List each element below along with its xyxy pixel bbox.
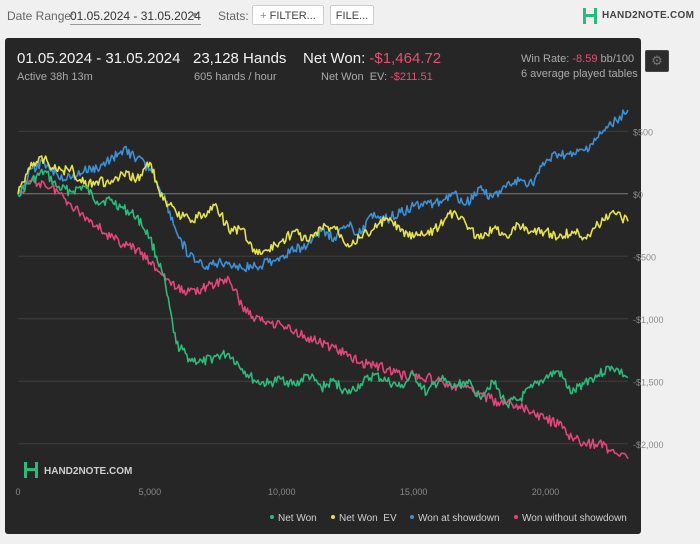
y-tick-label: -$1,500: [633, 377, 664, 387]
net-won-ev: Net Won EV: -$211.51: [321, 71, 433, 83]
series-line: [17, 168, 629, 409]
summary-hands: 23,128 Hands: [193, 50, 287, 67]
summary-active-time: Active 38h 13m: [17, 71, 93, 83]
x-tick-label: 0: [15, 487, 20, 497]
net-won-value: -$1,464.72: [369, 50, 442, 67]
plus-icon: +: [260, 10, 270, 22]
date-range-selector[interactable]: 01.05.2024 - 31.05.2024: [70, 9, 201, 25]
gridlines: [18, 130, 628, 445]
legend-label[interactable]: Net Won: [278, 513, 317, 524]
date-range-label: Date Range:: [7, 9, 75, 23]
x-tick-label: 15,000: [400, 487, 428, 497]
chevron-down-icon[interactable]: ▼: [190, 10, 199, 20]
legend-marker: [410, 515, 414, 519]
y-tick-label: $500: [633, 127, 653, 137]
filter-button[interactable]: + FILTER...: [252, 5, 324, 25]
file-button-label: FILE...: [335, 10, 369, 22]
summary-date-range: 01.05.2024 - 31.05.2024: [17, 50, 181, 67]
series-line: [17, 109, 629, 273]
win-rate: Win Rate: -8.59 bb/100: [521, 53, 634, 65]
legend-marker: [331, 515, 335, 519]
legend-label[interactable]: Net Won EV: [339, 513, 397, 524]
legend-label[interactable]: Won at showdown: [418, 513, 500, 524]
series-line: [17, 176, 629, 460]
summary-hands-per-hour: 605 hands / hour: [194, 71, 277, 83]
brand-logo-text: HAND2NOTE.COM: [602, 10, 695, 21]
chart-lines: [17, 109, 629, 460]
watermark: HAND2NOTE.COM: [24, 462, 132, 478]
series-line: [17, 155, 629, 256]
hand2note-logo-icon: [583, 8, 597, 24]
net-won: Net Won: -$1,464.72: [303, 50, 441, 67]
win-rate-unit: bb/100: [600, 53, 635, 65]
y-tick-label: -$2,000: [633, 440, 664, 450]
file-button[interactable]: FILE...: [330, 5, 374, 25]
filter-button-label: FILTER...: [269, 10, 316, 22]
x-tick-label: 20,000: [532, 487, 560, 497]
y-tick-label: -$500: [633, 252, 656, 262]
y-tick-label: -$1,000: [633, 315, 664, 325]
average-tables: 6 average played tables: [521, 68, 638, 80]
stats-label: Stats:: [218, 9, 249, 23]
watermark-text: HAND2NOTE.COM: [44, 466, 132, 477]
win-rate-label: Win Rate:: [521, 53, 570, 65]
toolbar: Date Range: 01.05.2024 - 31.05.2024 ▼ St…: [0, 0, 700, 32]
chart-legend: Net Won Net Won EV Won at showdown Won with…: [270, 513, 627, 524]
y-axis: $500 $0 -$500 -$1,000 -$1,500 -$2,000: [633, 127, 664, 450]
net-won-label: Net Won:: [303, 50, 366, 67]
win-rate-value: -8.59: [572, 53, 598, 65]
net-won-ev-value: -$211.51: [390, 71, 433, 83]
legend-label[interactable]: Won without showdown: [522, 513, 627, 524]
x-axis: 0 5,000 10,000 15,000 20,000: [15, 487, 559, 497]
x-tick-label: 5,000: [139, 487, 162, 497]
gear-icon[interactable]: ⚙: [645, 50, 669, 72]
x-tick-label: 10,000: [268, 487, 296, 497]
legend-marker: [270, 515, 274, 519]
net-won-ev-label: Net Won EV:: [321, 71, 388, 83]
graph-panel: 01.05.2024 - 31.05.2024 Active 38h 13m 2…: [5, 38, 641, 534]
legend-marker: [514, 515, 518, 519]
y-tick-label: $0: [633, 190, 643, 200]
